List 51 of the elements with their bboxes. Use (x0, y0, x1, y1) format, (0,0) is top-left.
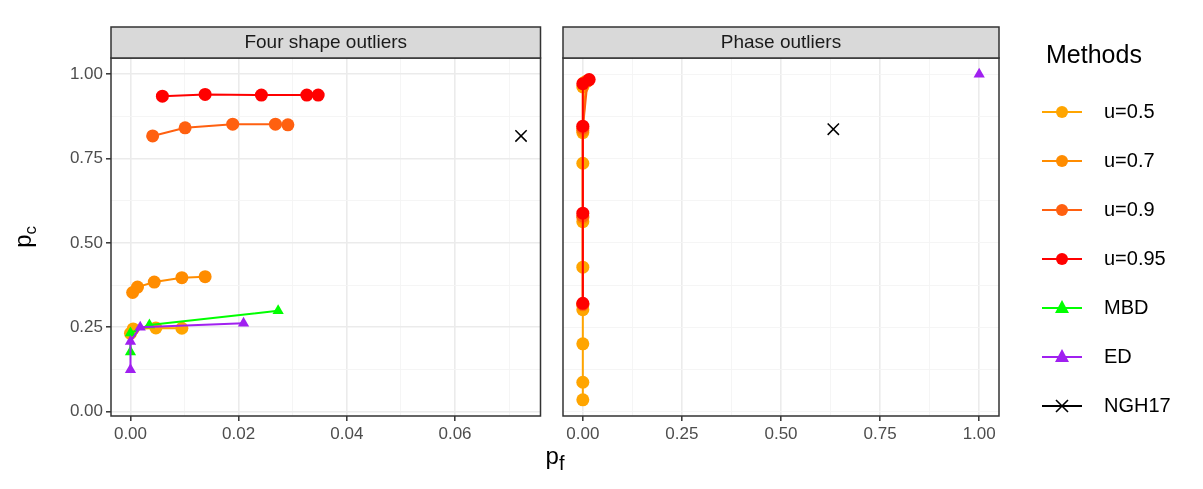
legend-label: u=0.7 (1104, 149, 1155, 172)
x-tick-label: 0.75 (863, 423, 897, 443)
x-tick-label: 0.06 (438, 423, 472, 443)
point (300, 88, 314, 102)
legend-label: u=0.95 (1104, 247, 1166, 270)
point (155, 89, 169, 103)
point (254, 88, 268, 102)
point (178, 121, 192, 135)
x-axis-title: p$_{f}$ (544, 442, 566, 475)
y-tick-label: 0.25 (69, 316, 103, 336)
point (146, 129, 160, 143)
point (198, 270, 212, 284)
point (973, 67, 985, 78)
point (226, 117, 240, 131)
chart-title: Four shape outliers (244, 31, 408, 53)
point (311, 88, 325, 102)
point (237, 316, 250, 327)
x-tick-label: 1.00 (962, 423, 996, 443)
x-tick-label: 0.00 (566, 423, 600, 443)
x-tick-label: 0.04 (330, 423, 364, 443)
legend-label: u=0.9 (1104, 198, 1155, 221)
legend-title: Methods (1046, 40, 1143, 69)
x-tick-label: 0.25 (665, 423, 699, 443)
point (134, 320, 146, 331)
legend-label: NGH17 (1104, 394, 1171, 417)
y-tick-label: 0.50 (69, 232, 103, 252)
y-tick-label: 0.75 (69, 148, 103, 168)
legend-label: ED (1104, 345, 1132, 368)
x-tick-label: 0.50 (764, 423, 798, 443)
point (124, 334, 137, 345)
y-tick-label: 0.00 (69, 401, 103, 421)
point (268, 117, 282, 131)
point (514, 129, 528, 143)
legend-label: MBD (1104, 296, 1149, 319)
x-tick-label: 0.00 (113, 423, 148, 443)
point (198, 87, 212, 101)
x-tick-label: 0.02 (222, 423, 256, 443)
y-axis-title: pc (8, 226, 40, 248)
point (272, 304, 284, 314)
point (281, 118, 295, 132)
point (147, 275, 161, 289)
point (826, 122, 840, 136)
legend-label: u=0.5 (1104, 100, 1155, 123)
point (131, 280, 145, 294)
point (576, 375, 590, 389)
point (124, 363, 137, 374)
point (576, 393, 590, 407)
chart-title: Phase outliers (720, 31, 842, 53)
point (576, 337, 590, 351)
point (175, 271, 189, 285)
y-tick-label: 1.00 (69, 63, 103, 83)
